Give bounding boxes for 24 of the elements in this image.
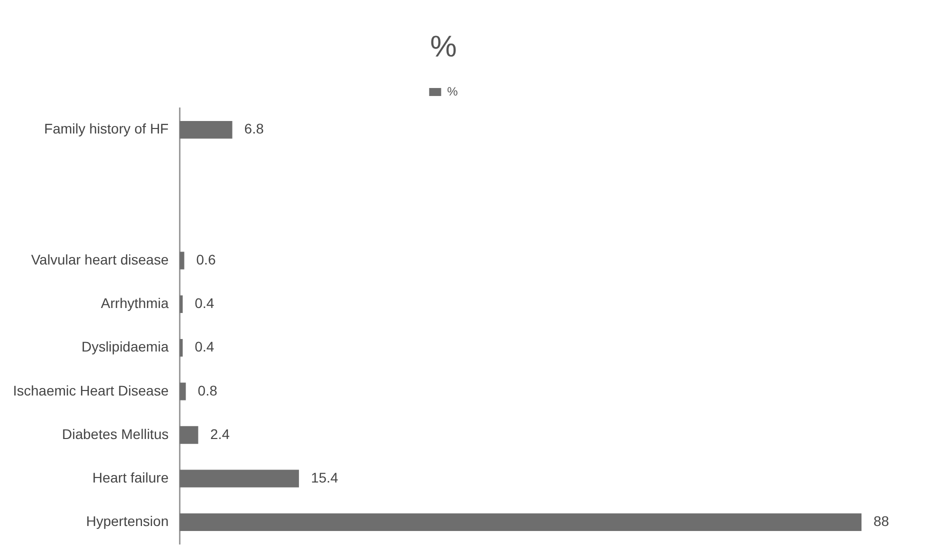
data-label: 0.6 [196, 251, 216, 268]
y-tick-label: Heart failure [92, 469, 169, 486]
data-label: 0.4 [194, 295, 214, 312]
legend-label: % [447, 84, 458, 98]
y-tick-label: Valvular heart disease [31, 251, 169, 268]
data-label: 88 [874, 513, 890, 530]
bar [180, 470, 299, 488]
data-label: 6.8 [244, 120, 264, 137]
data-label: 0.8 [198, 382, 218, 398]
y-tick-label: Dyslipidaemia [81, 338, 169, 355]
data-label: 15.4 [310, 469, 338, 486]
y-tick-label: Family history of HF [44, 120, 169, 137]
data-label: 0.4 [194, 338, 214, 355]
bar [180, 120, 232, 139]
chart-title: % [430, 30, 457, 64]
bar [180, 252, 184, 270]
y-tick-label: Hypertension [86, 513, 169, 530]
bar [180, 382, 186, 400]
bar [180, 513, 862, 532]
bar [180, 426, 198, 444]
y-tick-label: Diabetes Mellitus [62, 426, 169, 442]
data-label: 2.4 [210, 426, 230, 442]
y-tick-label: Arrhythmia [100, 295, 169, 312]
y-tick-label: Ischaemic Heart Disease [12, 382, 169, 398]
